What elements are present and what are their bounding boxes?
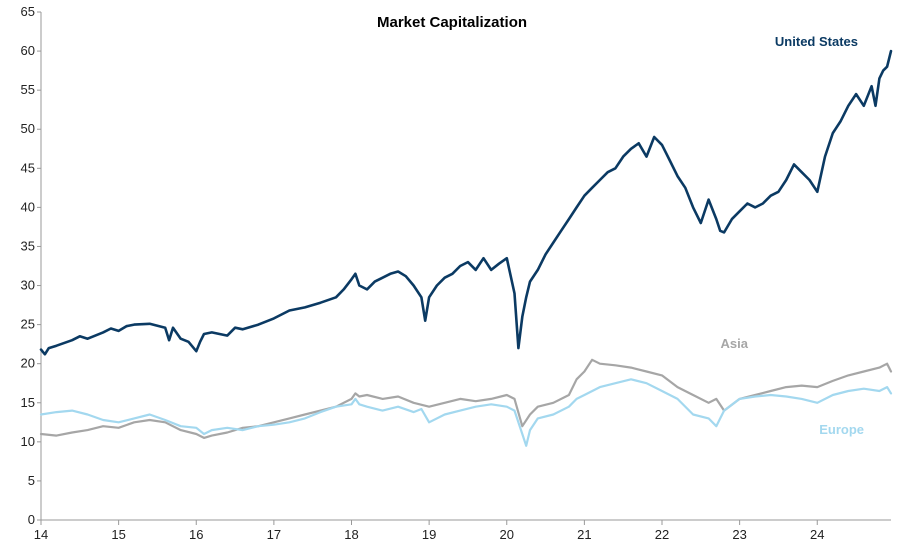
x-tick-label: 21 <box>577 527 591 542</box>
y-tick-label: 0 <box>28 512 35 527</box>
y-tick-label: 40 <box>21 199 35 214</box>
x-tick-label: 17 <box>267 527 281 542</box>
x-tick-label: 18 <box>344 527 358 542</box>
y-tick-label: 50 <box>21 121 35 136</box>
series-label-united-states: United States <box>775 34 858 49</box>
y-axis: 0 5 10 15 20 25 30 35 40 45 50 55 60 65 <box>21 4 42 527</box>
x-tick-label: 22 <box>655 527 669 542</box>
x-tick-label: 19 <box>422 527 436 542</box>
series-line-united-states <box>39 49 893 356</box>
y-tick-label: 60 <box>21 43 35 58</box>
series-line-europe <box>39 378 893 447</box>
y-tick-label: 65 <box>21 4 35 19</box>
x-tick-label: 24 <box>810 527 824 542</box>
x-axis: 14 15 16 17 18 19 20 21 22 23 24 <box>34 519 891 542</box>
series-label-europe: Europe <box>819 422 864 437</box>
x-tick-label: 15 <box>111 527 125 542</box>
y-tick-label: 45 <box>21 160 35 175</box>
y-tick-label: 20 <box>21 356 35 371</box>
chart-title: Market Capitalization <box>377 14 527 31</box>
series-label-asia: Asia <box>721 336 749 351</box>
x-tick-label: 23 <box>732 527 746 542</box>
x-tick-label: 14 <box>34 527 48 542</box>
y-tick-label: 55 <box>21 82 35 97</box>
y-tick-label: 35 <box>21 238 35 253</box>
y-tick-label: 30 <box>21 278 35 293</box>
series-line-asia <box>39 358 893 439</box>
y-tick-label: 5 <box>28 473 35 488</box>
y-tick-label: 10 <box>21 434 35 449</box>
x-tick-label: 16 <box>189 527 203 542</box>
y-tick-label: 25 <box>21 317 35 332</box>
series-layer <box>39 49 893 447</box>
y-tick-label: 15 <box>21 395 35 410</box>
x-tick-label: 20 <box>500 527 514 542</box>
